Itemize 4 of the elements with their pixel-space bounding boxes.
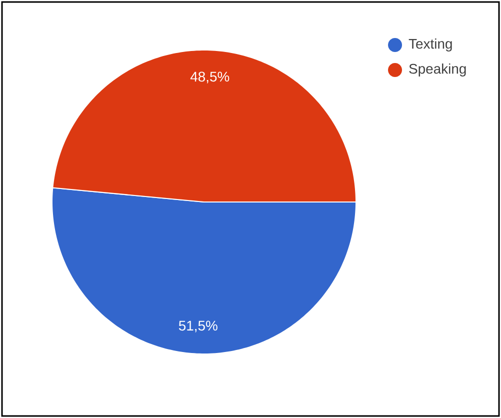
legend-label: Texting: [408, 38, 452, 52]
data-label: 48,5%: [190, 72, 230, 84]
legend-label: Speaking: [409, 63, 466, 76]
data-label: 51,5%: [178, 320, 218, 332]
